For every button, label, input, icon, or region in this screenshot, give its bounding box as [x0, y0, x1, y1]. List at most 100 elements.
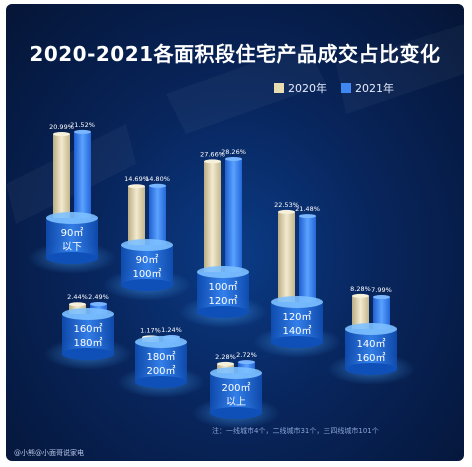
cylinder-bottom — [197, 306, 249, 318]
category-label-line1: 200㎡ — [221, 382, 250, 394]
cylinder-body — [197, 272, 249, 312]
category-label-line1: 90㎡ — [61, 227, 84, 239]
bar-2020 — [352, 295, 369, 329]
cylinder-bottom — [345, 363, 397, 375]
category-group: 1.17% 1.24% 180㎡ 200㎡ — [117, 326, 205, 398]
chart-title: 2020-2021各面积段住宅产品成交占比变化 — [29, 42, 441, 66]
bar-2020 — [53, 134, 70, 218]
data-label-2021: 28.26% — [221, 148, 246, 156]
category-label-line2: 120㎡ — [208, 295, 237, 307]
category-label-line2: 160㎡ — [356, 352, 385, 364]
legend-item-2020: 2020年 — [274, 80, 327, 96]
data-label-2020: 22.53% — [274, 201, 299, 209]
data-label-2020: 14.69% — [124, 175, 149, 183]
cylinder-body — [46, 218, 98, 258]
cylinder-bottom — [271, 336, 323, 348]
cylinder-top — [210, 367, 262, 379]
cylinder-top — [46, 212, 98, 224]
credit-text: @小熊@小面哥说家电 — [14, 449, 84, 457]
legend-label-2020: 2020年 — [288, 82, 327, 95]
bar-2020 — [128, 186, 145, 245]
cylinder-body — [210, 373, 262, 413]
cylinder-bottom — [62, 348, 114, 360]
data-label-2021: 7.99% — [371, 286, 392, 294]
bar-top-2021 — [149, 183, 166, 188]
cylinder-body — [135, 342, 187, 382]
data-label-2020: 20.99% — [49, 123, 74, 131]
cylinder-bottom — [121, 279, 173, 291]
cylinder-bottom — [210, 407, 262, 419]
bar-top-2021 — [225, 156, 242, 161]
bar-2021 — [225, 158, 242, 272]
data-label-2021: 1.24% — [161, 326, 182, 334]
category-label-line1: 160㎡ — [73, 323, 102, 335]
category-label-line1: 120㎡ — [282, 311, 311, 323]
bar-top-2021 — [90, 302, 107, 307]
legend-swatch-2020 — [274, 83, 284, 93]
category-group: 27.66%28.26% 100㎡ 120㎡ — [179, 148, 267, 328]
category-label-line2: 100㎡ — [132, 268, 161, 280]
cylinder-body — [121, 245, 173, 285]
category-label-line2: 200㎡ — [146, 365, 175, 377]
cylinder-bottom — [46, 252, 98, 264]
category-label-line1: 180㎡ — [146, 351, 175, 363]
cylinder-top — [271, 296, 323, 308]
bar-top-2020 — [204, 159, 221, 164]
category-group: 8.28% 7.99% 140㎡ 160㎡ — [327, 285, 415, 385]
data-label-2021: 21.48% — [295, 205, 320, 213]
bar-2021 — [149, 185, 166, 245]
bar-top-2021 — [373, 295, 390, 300]
category-label-line1: 90㎡ — [136, 254, 159, 266]
bar-2020 — [278, 211, 295, 302]
data-label-2020: 27.66% — [200, 150, 225, 158]
category-group: 14.69%14.80% 90㎡ 100㎡ — [103, 175, 191, 301]
category-label-line2: 以下 — [62, 242, 82, 253]
cylinder-top — [62, 308, 114, 320]
cylinder-body — [62, 314, 114, 354]
legend-label-2021: 2021年 — [355, 82, 394, 95]
cylinder-body — [271, 302, 323, 342]
cylinder-body — [345, 329, 397, 369]
cylinder-bottom — [135, 376, 187, 388]
bar-top-2020 — [128, 184, 145, 189]
cylinder-top — [197, 266, 249, 278]
footnote: 注：一线城市4个，二线城市31个，三四线城市101个 — [212, 427, 379, 435]
category-label-line2: 以上 — [226, 396, 246, 408]
cylinder-top — [121, 239, 173, 251]
bar-2021 — [373, 297, 390, 329]
chart-frame: 20.99% 21.52% 90㎡ 以下 14.69% 14.80% 90㎡ 100㎡ 2.44… — [6, 4, 464, 461]
category-label-line2: 180㎡ — [73, 337, 102, 349]
cylinder-top — [345, 323, 397, 335]
data-label-2020: 8.28% — [350, 285, 371, 293]
plot-area: 20.99%21.52%90㎡以下14.69%14.80%90㎡100㎡2.44… — [28, 121, 415, 429]
category-group: 22.53%21.48% 120㎡ 140㎡ — [253, 201, 341, 358]
category-group: 2.44% 2.49% 160㎡ 180㎡ — [44, 293, 132, 370]
data-label-2021: 14.80% — [145, 175, 170, 183]
bar-2021 — [74, 131, 91, 218]
bar-top-2021 — [74, 129, 91, 134]
legend-item-2021: 2021年 — [341, 80, 394, 96]
bar-top-2021 — [299, 214, 316, 219]
cylinder-top — [135, 336, 187, 348]
data-label-2021: 2.49% — [88, 293, 109, 301]
bar-top-2020 — [278, 209, 295, 214]
category-label-line1: 140㎡ — [356, 338, 385, 350]
legend: 2020年 2021年 — [274, 80, 394, 96]
category-label-line2: 140㎡ — [282, 325, 311, 337]
legend-swatch-2021 — [341, 83, 351, 93]
data-label-2020: 2.44% — [67, 293, 88, 301]
bar-top-2020 — [69, 302, 86, 307]
bar-top-2020 — [352, 293, 369, 298]
data-label-2021: 2.72% — [236, 351, 257, 359]
category-label-line1: 100㎡ — [208, 281, 237, 293]
bar-2020 — [204, 161, 221, 272]
background-watermark — [6, 24, 464, 224]
bar-top-2020 — [53, 132, 70, 137]
data-label-2020: 1.17% — [140, 326, 161, 334]
bar-top-2021 — [238, 360, 255, 365]
chart-canvas: 20.99%21.52%90㎡以下14.69%14.80%90㎡100㎡2.44… — [6, 24, 464, 429]
data-label-2021: 21.52% — [70, 121, 95, 129]
bar-2021 — [299, 216, 316, 302]
